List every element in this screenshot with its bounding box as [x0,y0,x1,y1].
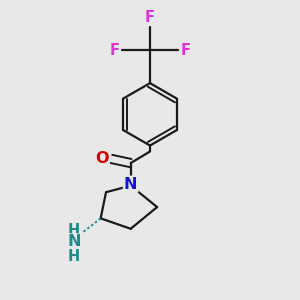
Text: F: F [181,43,190,58]
Text: N: N [68,234,81,249]
Text: F: F [110,43,119,58]
Text: N: N [124,177,137,192]
Text: H: H [68,249,80,264]
Text: F: F [145,10,155,25]
Text: H: H [68,223,80,238]
Text: O: O [95,152,109,166]
